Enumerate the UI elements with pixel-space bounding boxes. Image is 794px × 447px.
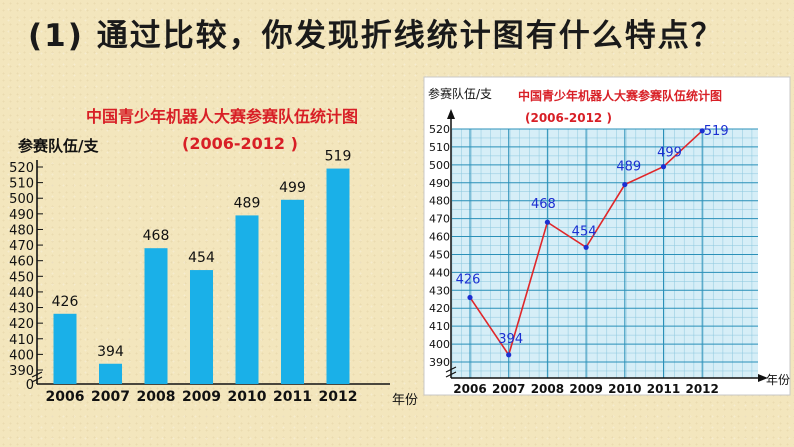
bar-chart-title: 中国青少年机器人大赛参赛队伍统计图: [86, 107, 358, 126]
bar-y-tick-label: 500: [9, 192, 34, 207]
line-y-tick-label: 510: [429, 141, 450, 154]
line-y-tick-label: 450: [429, 248, 450, 261]
bar-y-tick-label: 400: [9, 348, 34, 363]
bar-2008: [144, 248, 168, 384]
bar-y-tick-label: 480: [9, 223, 34, 238]
line-y-tick-label: 520: [429, 123, 450, 136]
line-x-axis-arrow: [758, 374, 768, 382]
bar-y-tick-label: 410: [9, 333, 34, 348]
line-x-tick-label: 2006: [453, 382, 486, 396]
line-x-tick-label: 2012: [685, 382, 718, 396]
bar-2007: [99, 363, 122, 384]
line-axis-break: [445, 366, 457, 378]
line-y-tick-label: 420: [429, 302, 450, 315]
bar-x-tick-label: 2008: [137, 389, 176, 405]
bar-chart: 0390400410420430440450460470480490500510…: [9, 149, 390, 405]
bar-x-tick-label: 2006: [46, 389, 85, 405]
bar-chart-subtitle: (2006-2012 ): [182, 134, 298, 153]
bar-value-label: 468: [143, 228, 170, 244]
line-x-tick-label: 2007: [492, 382, 525, 396]
line-chart-title: 中国青少年机器人大赛参赛队伍统计图: [518, 88, 722, 103]
line-chart-xlabel: 年份: [766, 373, 790, 387]
line-y-tick-label: 440: [429, 266, 450, 279]
bar-axis-break: [31, 371, 43, 383]
line-value-label: 489: [616, 160, 641, 175]
line-y-tick-label: 430: [429, 284, 450, 297]
line-x-tick-label: 2009: [569, 382, 602, 396]
bar-y-tick-label: 520: [9, 161, 34, 176]
bar-y-tick-label: 430: [9, 302, 34, 317]
line-y-tick-label: 460: [429, 231, 450, 244]
line-y-tick-label: 500: [429, 159, 450, 172]
bar-value-label: 489: [234, 195, 261, 211]
line-x-tick-label: 2008: [531, 382, 564, 396]
line-value-label: 499: [657, 146, 682, 161]
bar-x-tick-label: 2010: [228, 389, 267, 405]
bar-value-label: 499: [279, 180, 306, 196]
bar-y-tick-label: 440: [9, 286, 34, 301]
line-value-label: 394: [498, 332, 523, 347]
bar-value-label: 519: [325, 149, 352, 165]
line-value-label: 454: [572, 224, 597, 239]
line-grid-bg: [452, 129, 758, 378]
bar-value-label: 426: [52, 294, 79, 310]
line-y-tick-label: 390: [429, 356, 450, 369]
line-value-label: 468: [531, 197, 556, 212]
line-point-2008: [544, 219, 551, 225]
bar-y-tick-label: 450: [9, 270, 34, 285]
question-title: (1) 通过比较，你发现折线统计图有什么特点？: [28, 18, 724, 54]
line-point-2012: [699, 128, 705, 134]
bar-chart-xlabel: 年份: [392, 393, 418, 408]
bar-value-label: 394: [97, 344, 124, 360]
line-point-2011: [660, 164, 667, 170]
line-point-2007: [506, 352, 512, 358]
bar-x-tick-label: 2011: [273, 389, 312, 405]
bar-2011: [281, 199, 304, 384]
line-y-tick-label: 480: [429, 195, 450, 208]
line-chart-ylabel: 参赛队伍/支: [428, 86, 492, 101]
bar-y-tick-label: 490: [9, 208, 34, 223]
line-value-label: 519: [704, 124, 729, 139]
bar-x-tick-label: 2007: [91, 389, 130, 405]
bar-y-tick-label: 420: [9, 317, 34, 332]
bar-y-tick-label: 470: [9, 239, 34, 254]
bar-2010: [235, 215, 259, 384]
line-x-tick-label: 2011: [647, 382, 680, 396]
bar-x-tick-label: 2012: [319, 389, 358, 405]
bar-value-label: 454: [188, 250, 215, 266]
line-point-2009: [583, 244, 589, 250]
bar-2006: [53, 313, 77, 384]
line-y-tick-label: 410: [429, 320, 450, 333]
line-y-tick-label: 490: [429, 177, 450, 190]
bar-2009: [190, 270, 213, 384]
bar-y-tick-label: 510: [9, 177, 34, 192]
line-chart-subtitle: (2006-2012 ): [525, 111, 612, 125]
line-y-tick-label: 470: [429, 213, 450, 226]
bar-y-tick-label: 390: [9, 364, 34, 379]
bar-2012: [326, 168, 350, 384]
bar-chart-ylabel: 参赛队伍/支: [18, 137, 99, 155]
line-value-label: 426: [456, 272, 481, 287]
line-y-tick-label: 400: [429, 338, 450, 351]
bar-y-tick-label: 0: [26, 378, 34, 393]
line-chart: 390 400 410 420 430 440 450 460 470 480 490 500 510 5…: [429, 109, 768, 396]
bar-x-tick-label: 2009: [182, 389, 221, 405]
line-x-tick-label: 2010: [608, 382, 641, 396]
line-point-2006: [467, 294, 473, 301]
line-point-2010: [622, 181, 628, 188]
bar-y-tick-label: 460: [9, 255, 34, 270]
line-y-axis-arrow: [447, 109, 455, 119]
